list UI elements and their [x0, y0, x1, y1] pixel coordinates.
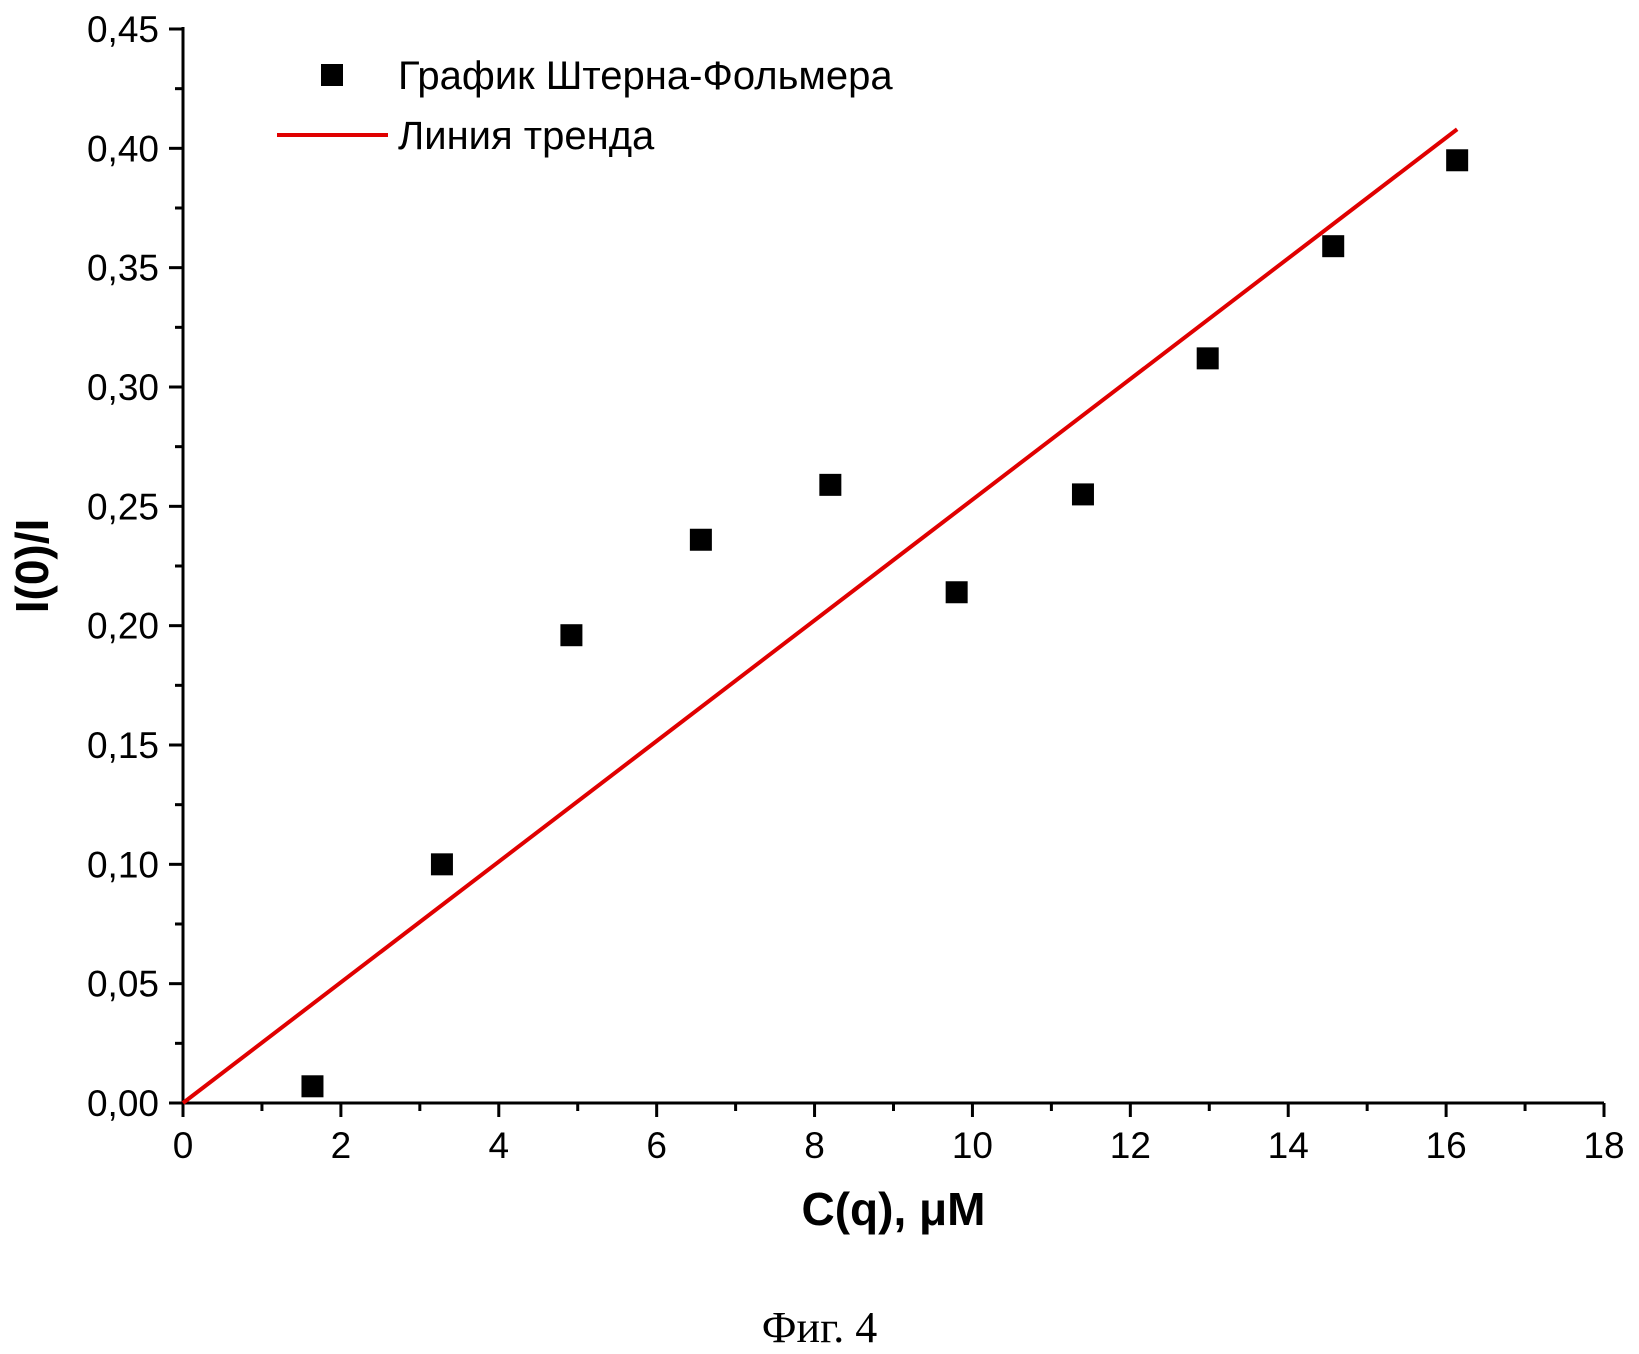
y-tick-label: 0,30 [87, 367, 159, 408]
data-point [1072, 483, 1094, 505]
x-axis-title: C(q), μM [802, 1183, 986, 1235]
y-axis-title: I(0)/I [6, 519, 58, 614]
x-tick-label: 4 [488, 1125, 509, 1166]
legend: График Штерна-Фольмера Линия тренда [277, 54, 893, 158]
y-tick-label: 0,40 [87, 128, 159, 169]
figure-caption: Фиг. 4 [0, 1302, 1639, 1353]
x-tick-label: 16 [1426, 1125, 1467, 1166]
y-tick-label: 0,15 [87, 725, 159, 766]
y-tick-label: 0,45 [87, 9, 159, 50]
x-tick-label: 6 [646, 1125, 667, 1166]
legend-label: График Штерна-Фольмера [398, 54, 893, 98]
trend-line-layer [183, 129, 1457, 1103]
y-tick-label: 0,05 [87, 964, 159, 1005]
y-tick-label: 0,25 [87, 486, 159, 527]
data-point [301, 1075, 323, 1097]
sternvolmer-chart: 0 2 4 6 8 10 12 14 16 18 0,00 0,05 0,10 0,15 0,20 0,25 0… [0, 0, 1639, 1300]
data-point [819, 474, 841, 496]
data-point [690, 529, 712, 551]
x-tick-label: 18 [1583, 1125, 1624, 1166]
data-point [431, 853, 453, 875]
x-tick-label: 8 [804, 1125, 825, 1166]
y-tick-label: 0,00 [87, 1083, 159, 1124]
y-tick-label: 0,20 [87, 606, 159, 647]
x-tick-label: 0 [173, 1125, 194, 1166]
x-tick-label: 10 [952, 1125, 993, 1166]
data-point [1446, 149, 1468, 171]
y-tick-label: 0,35 [87, 248, 159, 289]
y-tick-label: 0,10 [87, 844, 159, 885]
x-tick-label: 2 [331, 1125, 352, 1166]
legend-label: Линия тренда [398, 114, 655, 158]
data-point [560, 624, 582, 646]
data-point [946, 581, 968, 603]
legend-square-swatch [321, 64, 343, 86]
trend-line [183, 129, 1457, 1103]
data-points-layer [301, 149, 1468, 1097]
data-point [1197, 347, 1219, 369]
x-tick-label: 12 [1110, 1125, 1151, 1166]
data-point [1322, 235, 1344, 257]
x-tick-label: 14 [1268, 1125, 1309, 1166]
